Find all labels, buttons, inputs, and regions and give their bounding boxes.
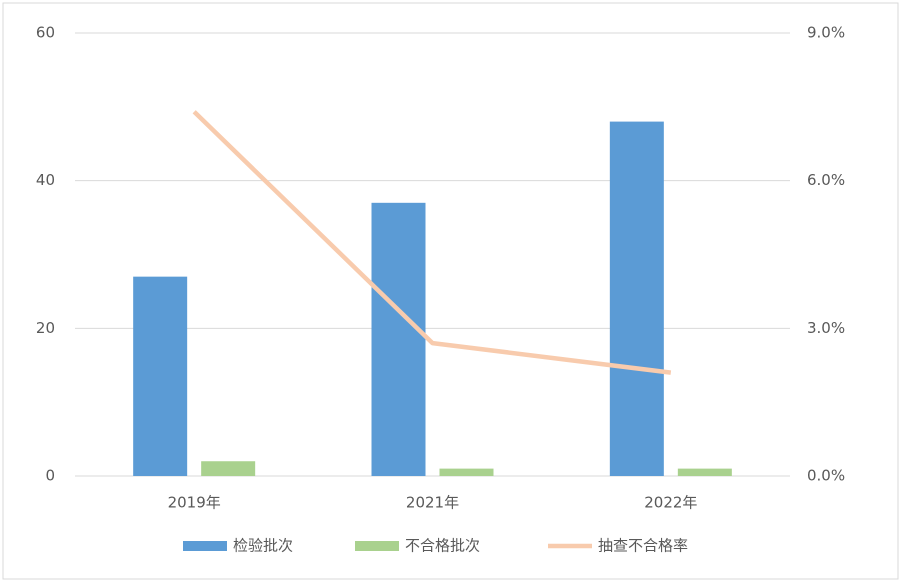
x-tick-label: 2021年: [406, 494, 459, 512]
y-tick-label: 40: [36, 171, 55, 189]
legend-label: 抽查不合格率: [598, 537, 688, 555]
bar: [677, 468, 732, 476]
legend-swatch: [183, 541, 227, 551]
y2-tick-label: 3.0%: [807, 319, 845, 337]
legend-label: 不合格批次: [405, 537, 480, 555]
x-tick-label: 2019年: [168, 494, 221, 512]
y2-tick-label: 9.0%: [807, 24, 845, 42]
legend-swatch: [355, 541, 399, 551]
line: [192, 110, 672, 375]
bar: [609, 121, 664, 476]
y-tick-label: 0: [45, 467, 55, 485]
bar: [133, 276, 188, 476]
y2-tick-label: 0.0%: [807, 467, 845, 485]
y2-tick-label: 6.0%: [807, 171, 845, 189]
y-tick-label: 20: [36, 319, 55, 337]
x-tick-label: 2022年: [644, 494, 697, 512]
legend-label: 检验批次: [233, 537, 293, 555]
y-tick-label: 60: [36, 24, 55, 42]
bar: [371, 202, 426, 477]
bar: [201, 461, 256, 476]
bar: [439, 468, 494, 476]
